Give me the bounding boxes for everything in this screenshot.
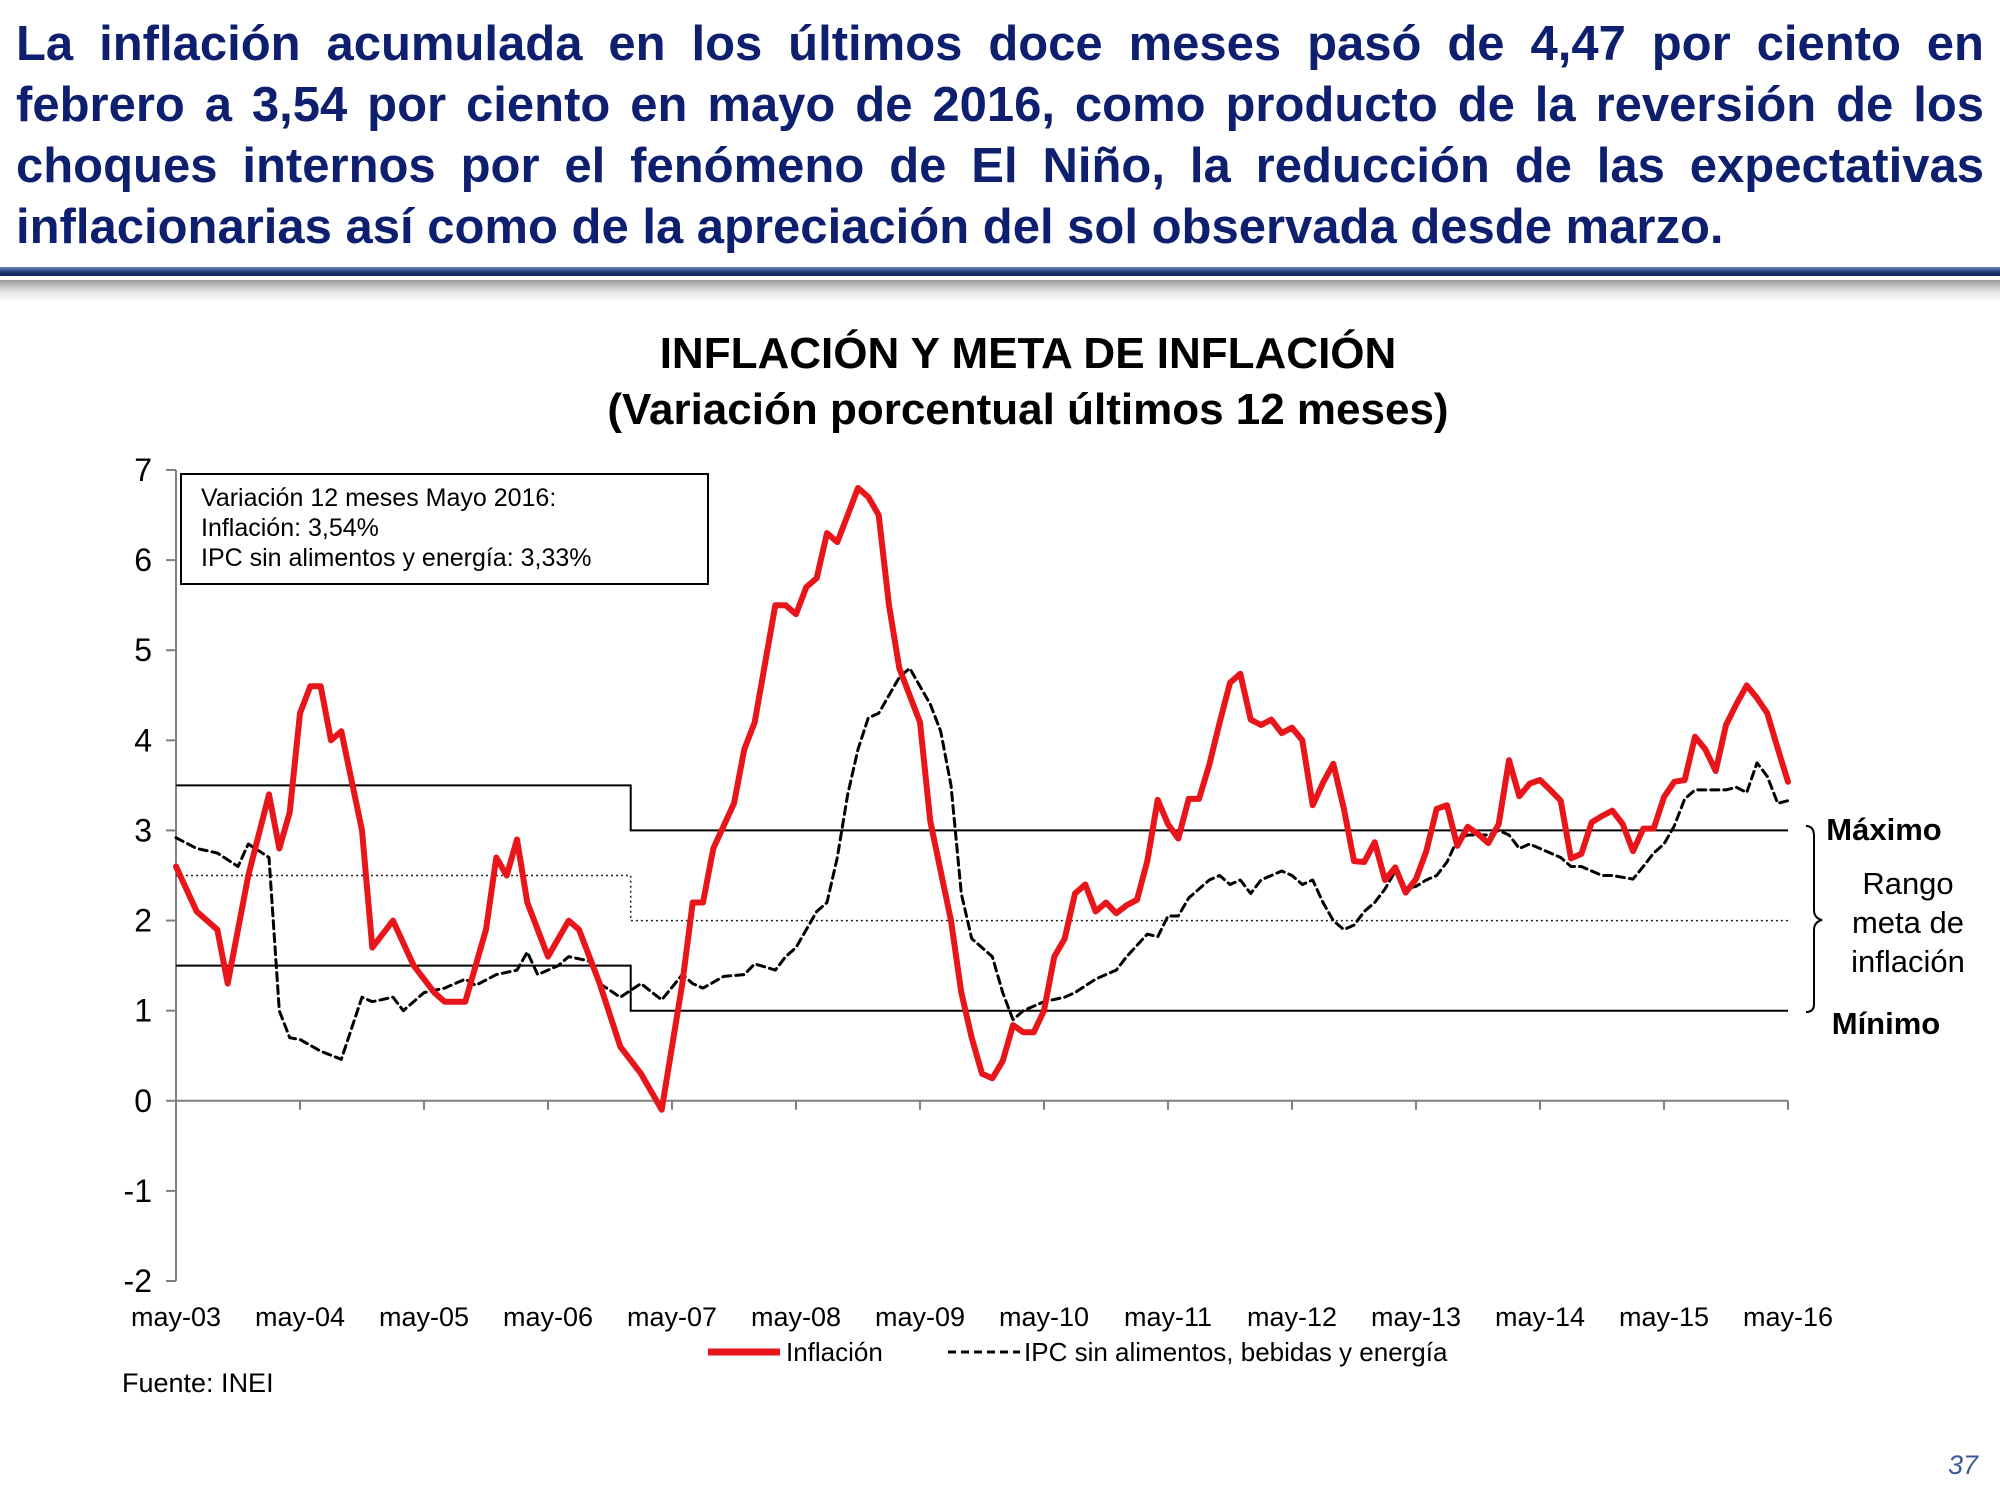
x-tick-label: may-09 — [875, 1302, 965, 1332]
y-tick-label: 3 — [134, 812, 152, 848]
x-tick-label: may-08 — [751, 1302, 841, 1332]
x-tick-label: may-16 — [1743, 1302, 1833, 1332]
annotation-line-2: Inflación: 3,54% — [201, 514, 379, 542]
headline: La inflación acumulada en los últimos do… — [16, 17, 1984, 254]
x-tick-label: may-10 — [999, 1302, 1089, 1332]
annotation-box: Variación 12 meses Mayo 2016: Inflación:… — [180, 473, 709, 585]
y-tick-label: -2 — [124, 1263, 152, 1299]
core-inflation-line — [174, 666, 1790, 1061]
target-center-line — [176, 874, 1788, 922]
header-rule-shadow — [0, 280, 2000, 302]
chart-subtitle: (Variación porcentual últimos 12 meses) — [607, 385, 1448, 434]
page-number: 37 — [1948, 1450, 1979, 1480]
x-tick-label: may-11 — [1124, 1302, 1212, 1332]
x-tick-label: may-06 — [503, 1302, 593, 1332]
range-label-1: Rango — [1862, 866, 1953, 901]
inflation-line — [173, 485, 1791, 1113]
x-tick-label: may-15 — [1619, 1302, 1709, 1332]
x-tick-label: may-04 — [255, 1302, 345, 1332]
range-brace — [1805, 825, 1823, 1013]
annotation-line-1: Variación 12 meses Mayo 2016: — [201, 484, 556, 512]
x-tick-label: may-12 — [1247, 1302, 1337, 1332]
y-tick-label: 7 — [134, 452, 152, 488]
y-tick-label: 5 — [134, 632, 152, 668]
range-label-2: meta de — [1852, 905, 1964, 940]
target-band — [176, 784, 1788, 1012]
annotation-line-3: IPC sin alimentos y energía: 3,33% — [201, 544, 591, 572]
x-tick-label: may-07 — [627, 1302, 717, 1332]
y-tick-label: 1 — [134, 993, 152, 1029]
legend-label-inflation: Inflación — [786, 1337, 883, 1367]
legend-label-core: IPC sin alimentos, bebidas y energía — [1024, 1337, 1448, 1367]
x-tick-label: may-14 — [1495, 1302, 1585, 1332]
x-tick-label: may-13 — [1371, 1302, 1461, 1332]
max-label: Máximo — [1826, 812, 1941, 847]
y-tick-label: -1 — [124, 1173, 152, 1209]
min-label: Mínimo — [1832, 1006, 1941, 1041]
y-tick-label: 2 — [134, 903, 152, 939]
target-lower-line — [176, 964, 1788, 1012]
y-tick-label: 4 — [134, 722, 152, 758]
target-range-labels: Máximo Rango meta de inflación Mínimo — [1805, 812, 1965, 1041]
y-tick-label: 6 — [134, 542, 152, 578]
chart-title: INFLACIÓN Y META DE INFLACIÓN — [660, 328, 1397, 378]
range-label-3: inflación — [1851, 944, 1965, 979]
header-rule — [0, 267, 2000, 276]
chart-legend: Inflación IPC sin alimentos, bebidas y e… — [708, 1337, 1448, 1367]
chart-series — [173, 485, 1791, 1113]
y-tick-label: 0 — [134, 1083, 152, 1119]
x-tick-label: may-05 — [379, 1302, 469, 1332]
source-note: Fuente: INEI — [122, 1368, 274, 1398]
annotation-box-frame — [180, 473, 709, 585]
x-tick-label: may-03 — [131, 1302, 221, 1332]
target-upper-line — [176, 784, 1788, 832]
